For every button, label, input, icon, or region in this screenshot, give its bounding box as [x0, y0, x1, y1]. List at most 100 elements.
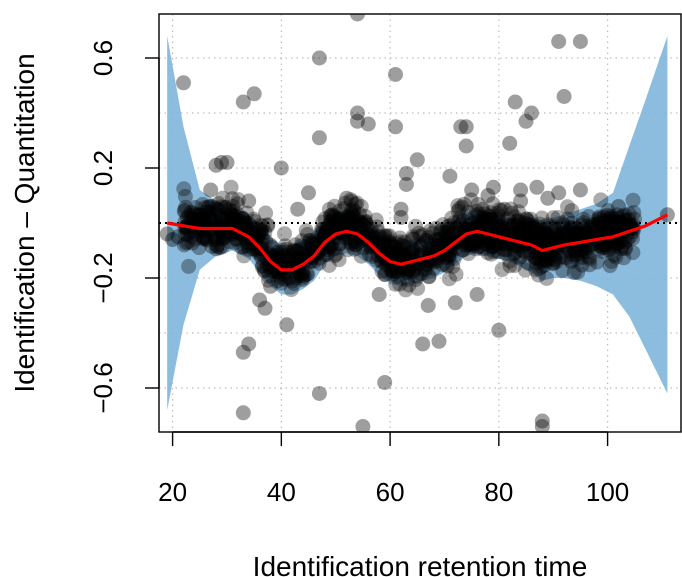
data-point — [283, 250, 299, 266]
data-point — [528, 224, 544, 240]
data-point — [505, 217, 521, 233]
data-point — [278, 241, 294, 257]
x-tick-label: 100 — [586, 477, 629, 507]
data-point — [393, 254, 409, 270]
data-point — [405, 245, 421, 261]
outlier-point — [388, 67, 403, 82]
data-point — [411, 225, 427, 241]
data-point — [214, 213, 230, 229]
data-point — [451, 201, 467, 217]
data-point — [177, 189, 193, 204]
data-point — [428, 220, 444, 236]
data-point — [600, 220, 616, 235]
data-point — [558, 226, 573, 241]
data-point — [442, 218, 458, 234]
data-point — [529, 228, 544, 244]
data-point — [218, 229, 234, 245]
data-point — [423, 236, 439, 252]
data-point — [461, 218, 477, 234]
data-point — [184, 212, 200, 228]
data-point — [493, 202, 509, 218]
data-point — [417, 262, 433, 278]
data-point — [185, 205, 201, 221]
data-point — [593, 192, 609, 208]
data-point — [556, 249, 572, 265]
data-point — [542, 251, 558, 267]
data-point — [441, 271, 457, 287]
data-point — [468, 234, 484, 250]
data-point — [596, 217, 612, 232]
data-point — [455, 213, 471, 229]
data-point — [326, 241, 342, 257]
data-point — [503, 201, 519, 217]
data-point — [500, 211, 516, 227]
data-point — [295, 266, 311, 282]
y-tick-label: −0.6 — [88, 362, 118, 413]
outlier-point — [360, 116, 376, 132]
data-point — [609, 207, 625, 223]
data-point — [562, 223, 578, 239]
data-point — [598, 236, 613, 252]
data-point — [355, 217, 371, 233]
data-point — [477, 213, 493, 229]
data-point — [356, 228, 372, 244]
data-point — [610, 236, 626, 252]
data-point — [370, 224, 386, 240]
data-point — [418, 257, 434, 273]
data-point — [449, 229, 465, 245]
data-point — [291, 251, 307, 267]
data-point — [426, 236, 442, 252]
data-point — [528, 255, 544, 271]
data-point — [520, 229, 536, 245]
data-point — [450, 198, 466, 214]
outlier-point — [176, 75, 191, 91]
outlier-point — [350, 14, 365, 22]
data-point — [376, 234, 392, 250]
data-point — [564, 203, 580, 219]
data-point — [300, 266, 316, 282]
data-point — [607, 214, 623, 230]
data-point — [390, 269, 406, 284]
data-point — [516, 222, 532, 238]
data-point — [492, 222, 508, 238]
data-point — [531, 251, 547, 267]
data-point — [488, 216, 504, 232]
data-point — [574, 243, 590, 259]
data-point — [387, 239, 403, 255]
data-point — [362, 233, 378, 249]
data-point — [202, 204, 217, 220]
data-point — [228, 231, 244, 247]
outlier-point — [246, 86, 262, 102]
data-point — [527, 250, 543, 266]
data-point — [368, 237, 384, 253]
y-axis-title: Identification – Quantitation — [9, 53, 40, 392]
data-point — [596, 213, 612, 229]
data-point — [446, 215, 462, 231]
data-point — [593, 238, 609, 254]
data-point — [179, 227, 195, 243]
data-point — [377, 237, 392, 253]
data-point — [388, 276, 404, 292]
data-point — [194, 213, 210, 229]
data-point — [353, 248, 369, 264]
data-point — [345, 232, 361, 248]
outlier-point — [208, 157, 224, 173]
data-point — [420, 230, 436, 245]
data-point — [482, 219, 498, 235]
outlier-point — [534, 413, 550, 429]
data-point — [522, 245, 538, 261]
data-point — [236, 239, 252, 255]
data-point — [255, 232, 271, 248]
data-point — [440, 258, 456, 274]
data-point — [251, 228, 267, 244]
data-point — [286, 276, 302, 291]
data-point — [225, 198, 241, 214]
data-point — [537, 257, 552, 273]
data-point — [444, 210, 460, 226]
data-point — [456, 196, 472, 212]
y-tick-label: 0.6 — [88, 40, 118, 76]
data-point — [343, 203, 359, 219]
data-point — [525, 220, 541, 236]
data-point — [277, 238, 293, 254]
outlier-point — [513, 193, 529, 209]
